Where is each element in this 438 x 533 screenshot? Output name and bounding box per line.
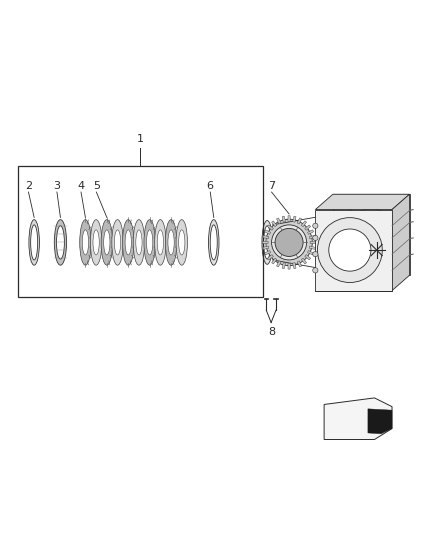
Polygon shape [276,218,281,224]
Polygon shape [301,258,307,264]
Ellipse shape [176,220,187,265]
Text: 6: 6 [207,181,214,191]
Polygon shape [309,246,315,249]
Polygon shape [262,241,268,244]
Circle shape [318,217,382,282]
Polygon shape [333,194,410,275]
Polygon shape [310,241,316,244]
Polygon shape [265,251,271,255]
Ellipse shape [208,220,219,265]
Polygon shape [272,221,277,227]
Polygon shape [265,230,271,235]
Ellipse shape [57,226,64,259]
Circle shape [313,252,318,257]
Polygon shape [288,263,290,269]
Polygon shape [282,263,286,269]
Bar [18,166,263,297]
Polygon shape [301,221,307,227]
Circle shape [329,229,371,271]
Ellipse shape [114,230,120,255]
Circle shape [339,203,404,267]
Ellipse shape [29,220,39,265]
Polygon shape [288,216,290,221]
Text: 1: 1 [137,134,144,144]
Polygon shape [392,194,410,290]
Circle shape [313,235,318,240]
Polygon shape [268,255,273,260]
Polygon shape [368,409,392,434]
Polygon shape [297,261,302,267]
Circle shape [266,219,312,265]
Circle shape [313,268,318,273]
Polygon shape [315,194,410,209]
Ellipse shape [147,230,153,255]
Ellipse shape [133,220,145,265]
Ellipse shape [93,230,99,255]
Ellipse shape [179,230,185,255]
Polygon shape [297,218,302,224]
Ellipse shape [168,230,174,255]
Bar [315,209,392,290]
Ellipse shape [262,221,272,264]
Ellipse shape [31,225,38,260]
Polygon shape [263,246,269,249]
Ellipse shape [82,230,88,255]
Ellipse shape [123,220,134,265]
Ellipse shape [54,220,67,265]
Ellipse shape [210,225,217,260]
Polygon shape [268,225,273,230]
Polygon shape [305,225,311,230]
Ellipse shape [264,226,271,259]
Ellipse shape [157,230,163,255]
Polygon shape [309,236,315,239]
Polygon shape [293,216,296,222]
Text: 3: 3 [53,181,60,191]
Text: 8: 8 [268,327,275,337]
Polygon shape [276,261,281,267]
Ellipse shape [136,230,142,255]
Ellipse shape [155,220,166,265]
Ellipse shape [125,230,131,255]
Circle shape [275,229,303,256]
Polygon shape [324,398,392,440]
Text: 4: 4 [78,181,85,191]
Text: 2: 2 [25,181,32,191]
Polygon shape [305,255,311,260]
Circle shape [272,225,307,260]
Ellipse shape [104,230,110,255]
Ellipse shape [144,220,155,265]
Text: 5: 5 [93,181,100,191]
Circle shape [313,223,318,229]
Polygon shape [307,230,314,235]
Ellipse shape [80,220,91,265]
Polygon shape [263,236,269,239]
Circle shape [345,209,397,261]
Polygon shape [293,263,296,269]
Ellipse shape [90,220,102,265]
Polygon shape [272,258,277,264]
Ellipse shape [166,220,177,265]
Polygon shape [282,216,286,222]
Polygon shape [307,251,314,255]
Ellipse shape [112,220,123,265]
Text: 7: 7 [268,181,275,191]
Ellipse shape [101,220,113,265]
